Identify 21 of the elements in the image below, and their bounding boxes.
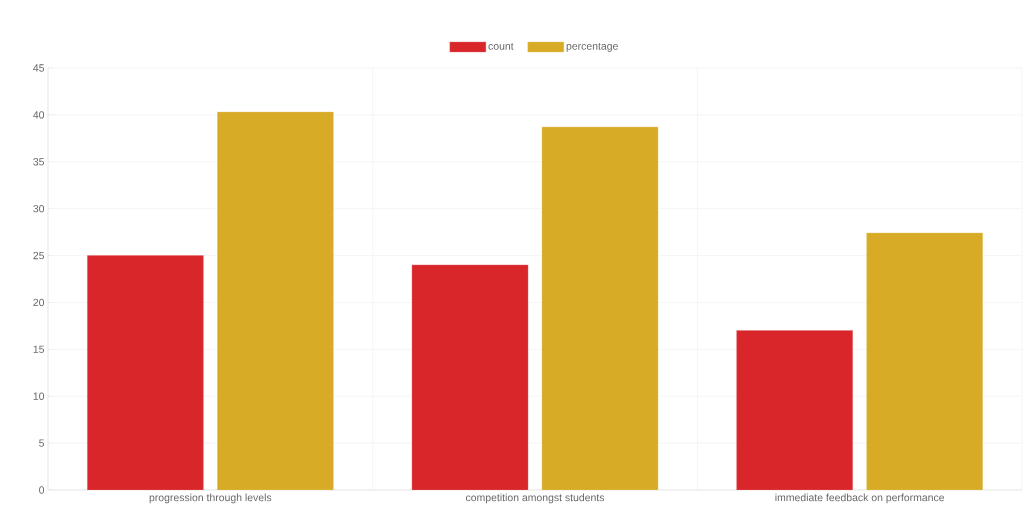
y-tick-label: 15 bbox=[33, 345, 45, 353]
y-tick-label: 10 bbox=[33, 392, 45, 400]
bar bbox=[217, 111, 334, 490]
y-tick-label: 35 bbox=[33, 158, 45, 166]
y-tick-label: 20 bbox=[33, 298, 45, 307]
legend-label: percentage bbox=[566, 42, 618, 52]
y-tick-label: 0 bbox=[39, 486, 45, 494]
bar bbox=[736, 330, 853, 490]
y-tick-label: 25 bbox=[33, 251, 45, 260]
x-tick-label: competition amongst students bbox=[465, 493, 605, 504]
bar bbox=[541, 126, 659, 490]
x-tick-label: progression through levels bbox=[149, 493, 272, 504]
legend-label: count bbox=[488, 42, 514, 50]
bar bbox=[87, 255, 204, 490]
bar bbox=[411, 264, 529, 490]
y-tick-label: 40 bbox=[33, 111, 45, 119]
bar bbox=[866, 232, 983, 490]
x-tick-label: immediate feedback on performance bbox=[775, 493, 945, 504]
y-tick-label: 45 bbox=[33, 64, 45, 72]
y-tick-label: 5 bbox=[39, 439, 45, 447]
y-tick-label: 30 bbox=[33, 204, 45, 213]
